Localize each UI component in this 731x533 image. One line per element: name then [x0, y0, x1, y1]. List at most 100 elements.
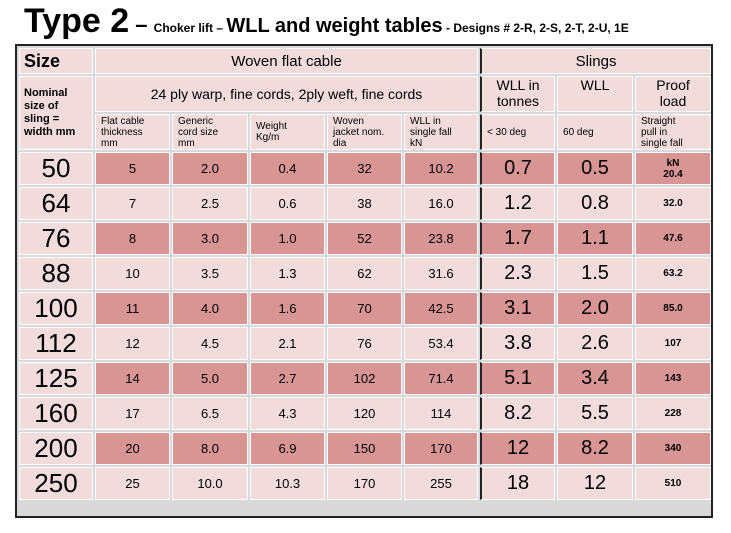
proof-value: 47.6	[663, 233, 683, 244]
weight-cell: 0.6	[250, 187, 325, 220]
column-header-line: kN	[410, 137, 423, 149]
wll-tonnes-line: tonnes	[496, 93, 540, 109]
slings-group-header: Slings	[480, 48, 712, 74]
nominal-line: sling =	[24, 113, 60, 125]
wll-30deg-header: < 30 deg	[480, 114, 556, 150]
table-row: 76 8 3.0 1.0 52 23.8 1.7 1.1 47.6	[19, 222, 712, 255]
wll-60deg-cell: 5.5	[557, 397, 634, 430]
wll-30deg-cell: 1.2	[480, 187, 556, 220]
nominal-line: Nominal	[24, 87, 68, 99]
column-header-line: Weight	[256, 121, 287, 132]
table-row: 112 12 4.5 2.1 76 53.4 3.8 2.6 107	[19, 327, 712, 360]
wll-30deg-cell: 18	[480, 467, 556, 500]
column-header-line: mm	[178, 137, 195, 149]
proof-line: Proof	[656, 77, 690, 93]
column-header-line: Woven	[333, 115, 364, 127]
wll-kn-cell: 31.6	[404, 257, 479, 290]
title-choker: Choker lift –	[153, 21, 227, 35]
wll-kn-cell: 16.0	[404, 187, 479, 220]
column-header-line: WLL in	[410, 115, 441, 127]
size-cell: 50	[19, 152, 93, 185]
title-designs: - Designs # 2-R, 2-S, 2-T, 2-U, 1E	[442, 21, 629, 35]
weight-cell: 2.1	[250, 327, 325, 360]
weight-cell: 6.9	[250, 432, 325, 465]
column-header-line: jacket nom.	[333, 126, 385, 138]
wll-30deg-cell: 2.3	[480, 257, 556, 290]
wll-60deg-cell: 2.6	[557, 327, 634, 360]
column-header-line: Generic	[178, 115, 214, 127]
wll-kn-cell: 170	[404, 432, 479, 465]
jacket-dia-cell: 70	[327, 292, 402, 325]
wll-30deg-cell: 0.7	[480, 152, 556, 185]
table-row: 250 25 10.0 10.3 170 255 18 12 510	[19, 467, 712, 500]
cord-size-cell: 5.0	[172, 362, 248, 395]
wll-kn-cell: 42.5	[404, 292, 479, 325]
column-header-line: thickness	[101, 126, 143, 138]
wll-kn-header: WLL in single fall kN	[404, 114, 479, 150]
column-header-line: Flat cable	[101, 115, 145, 127]
proof-load-header: Proof load	[635, 76, 712, 112]
cord-size-cell: 4.5	[172, 327, 248, 360]
thickness-cell: 17	[95, 397, 170, 430]
size-cell: 125	[19, 362, 93, 395]
woven-group-header: Woven flat cable	[95, 48, 479, 74]
proof-value: 107	[664, 338, 682, 349]
size-cell: 250	[19, 467, 93, 500]
nominal-line: size of	[24, 100, 59, 112]
cord-size-header: Generic cord size mm	[172, 114, 248, 150]
proof-value: 20.4	[663, 168, 683, 180]
column-header-line: Kg/m	[256, 132, 280, 143]
weight-cell: 1.0	[250, 222, 325, 255]
weight-cell: 1.6	[250, 292, 325, 325]
wll-kn-cell: 10.2	[404, 152, 479, 185]
proof-load-cell: 228	[635, 397, 712, 430]
wll-30deg-cell: 12	[480, 432, 556, 465]
proof-load-cell: kN 20.4	[635, 152, 712, 185]
size-cell: 88	[19, 257, 93, 290]
size-cell: 160	[19, 397, 93, 430]
wll-30deg-cell: 5.1	[480, 362, 556, 395]
thickness-cell: 11	[95, 292, 170, 325]
cord-size-cell: 6.5	[172, 397, 248, 430]
table-row: 160 17 6.5 4.3 120 114 8.2 5.5 228	[19, 397, 712, 430]
column-header-line: pull in	[641, 126, 668, 138]
size-header: Size	[19, 48, 93, 74]
wll-tonnes-header: WLL in tonnes	[480, 76, 556, 112]
thickness-header: Flat cable thickness mm	[95, 114, 170, 150]
wll-table: Size Woven flat cable Slings Nominal siz…	[17, 46, 713, 502]
weight-cell: 0.4	[250, 152, 325, 185]
thickness-cell: 8	[95, 222, 170, 255]
jacket-dia-cell: 150	[327, 432, 402, 465]
ply-header: 24 ply warp, fine cords, 2ply weft, fine…	[95, 76, 479, 112]
cord-size-cell: 2.5	[172, 187, 248, 220]
jacket-dia-cell: 120	[327, 397, 402, 430]
wll-30deg-cell: 8.2	[480, 397, 556, 430]
proof-value: 32.0	[663, 198, 683, 209]
wll-tonnes-line: WLL in	[496, 77, 540, 93]
weight-cell: 10.3	[250, 467, 325, 500]
proof-load-cell: 107	[635, 327, 712, 360]
weight-header: Weight Kg/m	[250, 114, 325, 150]
table-row: 50 5 2.0 0.4 32 10.2 0.7 0.5 kN 20.4	[19, 152, 712, 185]
wll-header: WLL	[557, 76, 634, 112]
proof-load-cell: 63.2	[635, 257, 712, 290]
column-header-line: cord size	[178, 126, 219, 138]
cord-size-cell: 2.0	[172, 152, 248, 185]
weight-cell: 2.7	[250, 362, 325, 395]
size-cell: 112	[19, 327, 93, 360]
cord-size-cell: 3.0	[172, 222, 248, 255]
size-cell: 100	[19, 292, 93, 325]
proof-line: load	[659, 93, 687, 109]
size-cell: 200	[19, 432, 93, 465]
thickness-cell: 10	[95, 257, 170, 290]
jacket-dia-cell: 76	[327, 327, 402, 360]
jacket-dia-header: Woven jacket nom. dia	[327, 114, 402, 150]
wll-60deg-cell: 8.2	[557, 432, 634, 465]
thickness-cell: 5	[95, 152, 170, 185]
title-main: Type 2	[24, 2, 130, 40]
proof-value: kN	[666, 157, 680, 169]
cord-size-cell: 4.0	[172, 292, 248, 325]
jacket-dia-cell: 170	[327, 467, 402, 500]
wll-60deg-cell: 1.5	[557, 257, 634, 290]
column-header-line: dia	[333, 137, 347, 149]
